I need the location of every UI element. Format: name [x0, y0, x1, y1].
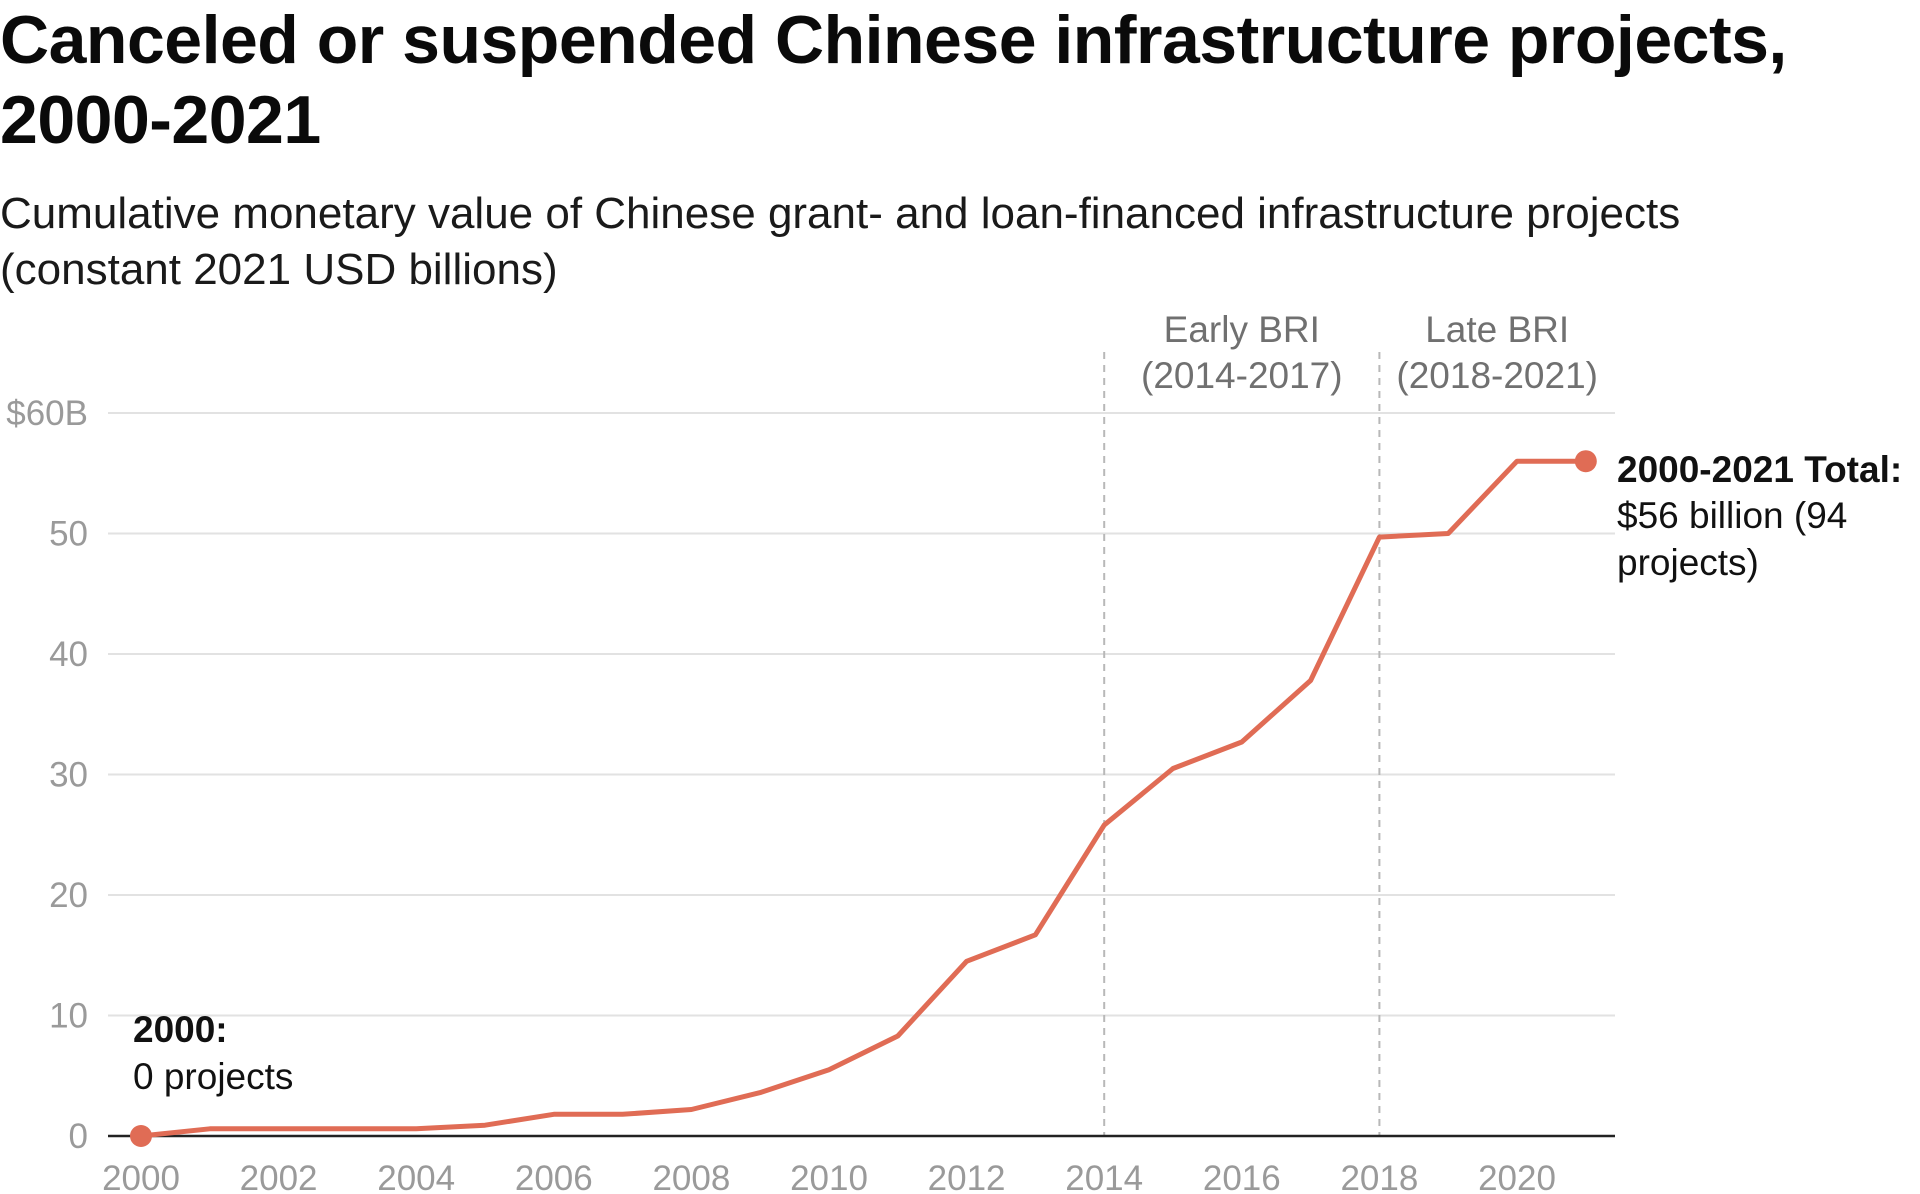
y-tick-label: 30 — [49, 756, 88, 795]
end-annotation-count: projects) — [1617, 542, 1759, 583]
y-tick-label: $60B — [6, 394, 88, 433]
x-tick-label: 2006 — [515, 1159, 593, 1194]
x-tick-label: 2004 — [377, 1159, 455, 1194]
axes: 0 10 20 30 40 50 $60B 2000 2002 2004 2006 2008 2010 2… — [6, 394, 1615, 1194]
grid-lines — [108, 412, 1615, 1017]
y-tick-label: 20 — [49, 876, 88, 915]
x-tick-label: 2020 — [1478, 1159, 1556, 1194]
x-tick-label: 2000 — [102, 1159, 180, 1194]
chart-title: Canceled or suspended Chinese infrastruc… — [0, 2, 1787, 158]
x-tick-label: 2014 — [1065, 1159, 1143, 1194]
start-annotation-title: 2000: — [133, 1009, 228, 1050]
end-annotation-value: $56 billion (94 — [1617, 495, 1847, 536]
x-tick-label: 2002 — [240, 1159, 318, 1194]
period-label-range: (2018-2021) — [1396, 355, 1598, 396]
start-point-marker — [130, 1125, 152, 1147]
period-label-name: Late BRI — [1425, 309, 1569, 350]
x-tick-label: 2016 — [1203, 1159, 1281, 1194]
x-tick-label: 2018 — [1340, 1159, 1418, 1194]
series-line — [138, 458, 1589, 1139]
x-tick-label: 2008 — [652, 1159, 730, 1194]
y-tick-label: 0 — [69, 1117, 88, 1156]
y-tick-label: 10 — [49, 997, 88, 1036]
period-label-name: Early BRI — [1164, 309, 1320, 350]
period-label-range: (2014-2017) — [1141, 355, 1343, 396]
bri-period-markers: Early BRI (2014-2017) Late BRI (2018-2021) — [1103, 309, 1598, 1136]
y-tick-label: 40 — [49, 635, 88, 674]
annotations: 2000: 0 projects 2000-2021 Total: $56 billi… — [133, 449, 1902, 1097]
end-point-marker — [1574, 450, 1597, 473]
chart-subtitle: Cumulative monetary value of Chinese gra… — [0, 189, 1681, 294]
y-tick-label: 50 — [49, 515, 88, 554]
x-tick-label: 2010 — [790, 1159, 868, 1194]
start-annotation-text: 0 projects — [133, 1056, 293, 1097]
series-layer — [130, 450, 1597, 1147]
end-annotation-title: 2000-2021 Total: — [1617, 449, 1902, 490]
x-tick-label: 2012 — [928, 1159, 1006, 1194]
